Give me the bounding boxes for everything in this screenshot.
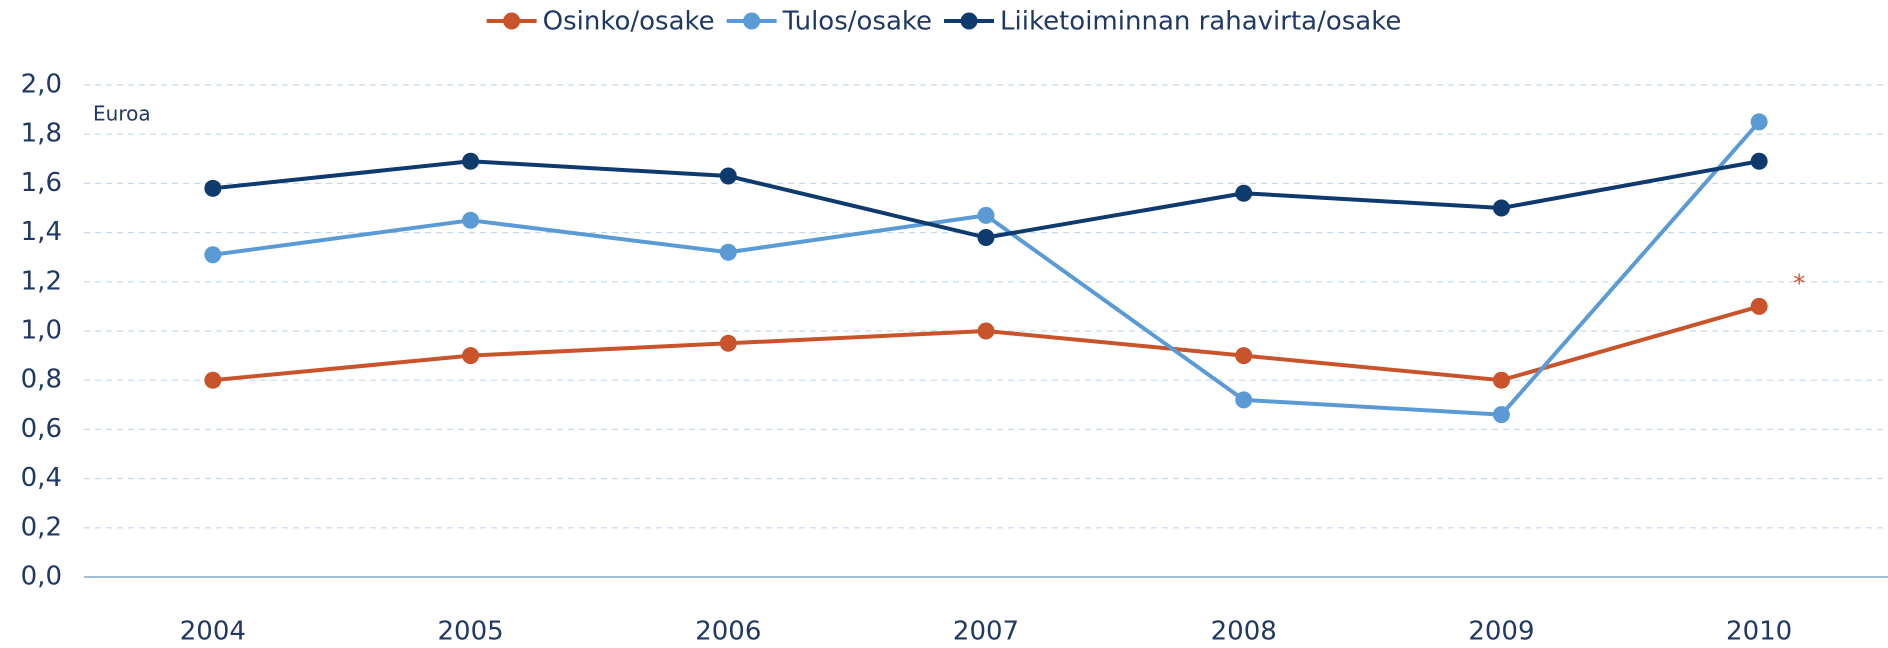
data-point — [977, 229, 995, 247]
data-point — [719, 334, 737, 352]
legend-swatch-marker — [743, 12, 761, 30]
data-point — [1750, 113, 1768, 131]
data-point — [719, 167, 737, 185]
legend-label: Tulos/osake — [782, 7, 932, 37]
data-point — [462, 211, 480, 229]
legend-item: Osinko/osake — [486, 7, 715, 37]
legend-item: Liiketoiminnan rahavirta/osake — [944, 7, 1401, 37]
series-line — [212, 304, 1760, 383]
x-tick-label: 2008 — [1211, 617, 1277, 647]
y-tick-label: 1,2 — [21, 266, 62, 296]
data-point — [1492, 406, 1510, 424]
x-tick-label: 2007 — [953, 617, 1019, 647]
data-point — [1492, 371, 1510, 389]
y-tick-label: 0,0 — [21, 562, 62, 592]
y-tick-label: 1,6 — [21, 168, 62, 198]
y-tick-label: 1,8 — [21, 119, 62, 149]
x-tick-label: 2006 — [695, 617, 761, 647]
data-point — [204, 246, 222, 264]
data-point — [977, 206, 995, 224]
x-tick-label: 2009 — [1468, 617, 1534, 647]
legend-item: Tulos/osake — [726, 7, 932, 37]
series-line — [212, 159, 1760, 240]
data-point — [1750, 152, 1768, 170]
data-point — [204, 371, 222, 389]
x-tick-label: 2004 — [180, 617, 246, 647]
data-point — [977, 322, 995, 340]
data-point — [1235, 347, 1253, 365]
legend-swatch-marker — [503, 12, 521, 30]
y-unit-label: Euroa — [93, 102, 151, 126]
y-tick-label: 0,6 — [21, 414, 62, 444]
data-point — [719, 243, 737, 261]
data-point — [1235, 391, 1253, 409]
data-point — [1235, 184, 1253, 202]
data-point — [1750, 297, 1768, 315]
y-tick-label: 0,2 — [21, 512, 62, 542]
data-point — [462, 347, 480, 365]
data-point — [462, 152, 480, 170]
data-point — [1492, 199, 1510, 217]
x-tick-label: 2005 — [437, 617, 503, 647]
x-tick-label: 2010 — [1726, 617, 1792, 647]
legend-swatch-marker — [960, 12, 978, 30]
y-tick-label: 2,0 — [21, 70, 62, 100]
data-point — [204, 179, 222, 197]
y-tick-label: 1,4 — [21, 217, 62, 247]
legend-label: Liiketoiminnan rahavirta/osake — [1000, 7, 1401, 37]
legend: Osinko/osake Tulos/osake Liiketoiminnan ra… — [486, 7, 1401, 37]
annotation: * — [1793, 269, 1805, 297]
legend-label: Osinko/osake — [543, 7, 715, 37]
y-tick-label: 0,8 — [21, 365, 62, 395]
y-tick-label: 1,0 — [21, 316, 62, 346]
y-tick-label: 0,4 — [21, 463, 62, 493]
